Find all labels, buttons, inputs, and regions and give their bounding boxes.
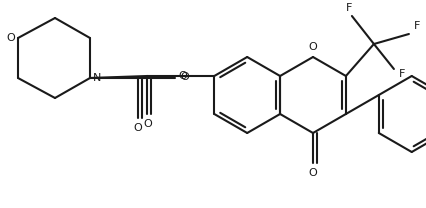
Text: F: F <box>399 69 405 79</box>
Text: O: O <box>308 42 317 52</box>
Text: F: F <box>414 21 420 31</box>
Text: F: F <box>346 3 352 13</box>
Text: O: O <box>143 119 152 129</box>
Text: O: O <box>308 168 317 178</box>
Text: O: O <box>6 33 15 43</box>
Text: O: O <box>178 71 187 81</box>
Text: N: N <box>93 73 101 83</box>
Text: O: O <box>134 123 142 133</box>
Text: O: O <box>180 72 189 82</box>
